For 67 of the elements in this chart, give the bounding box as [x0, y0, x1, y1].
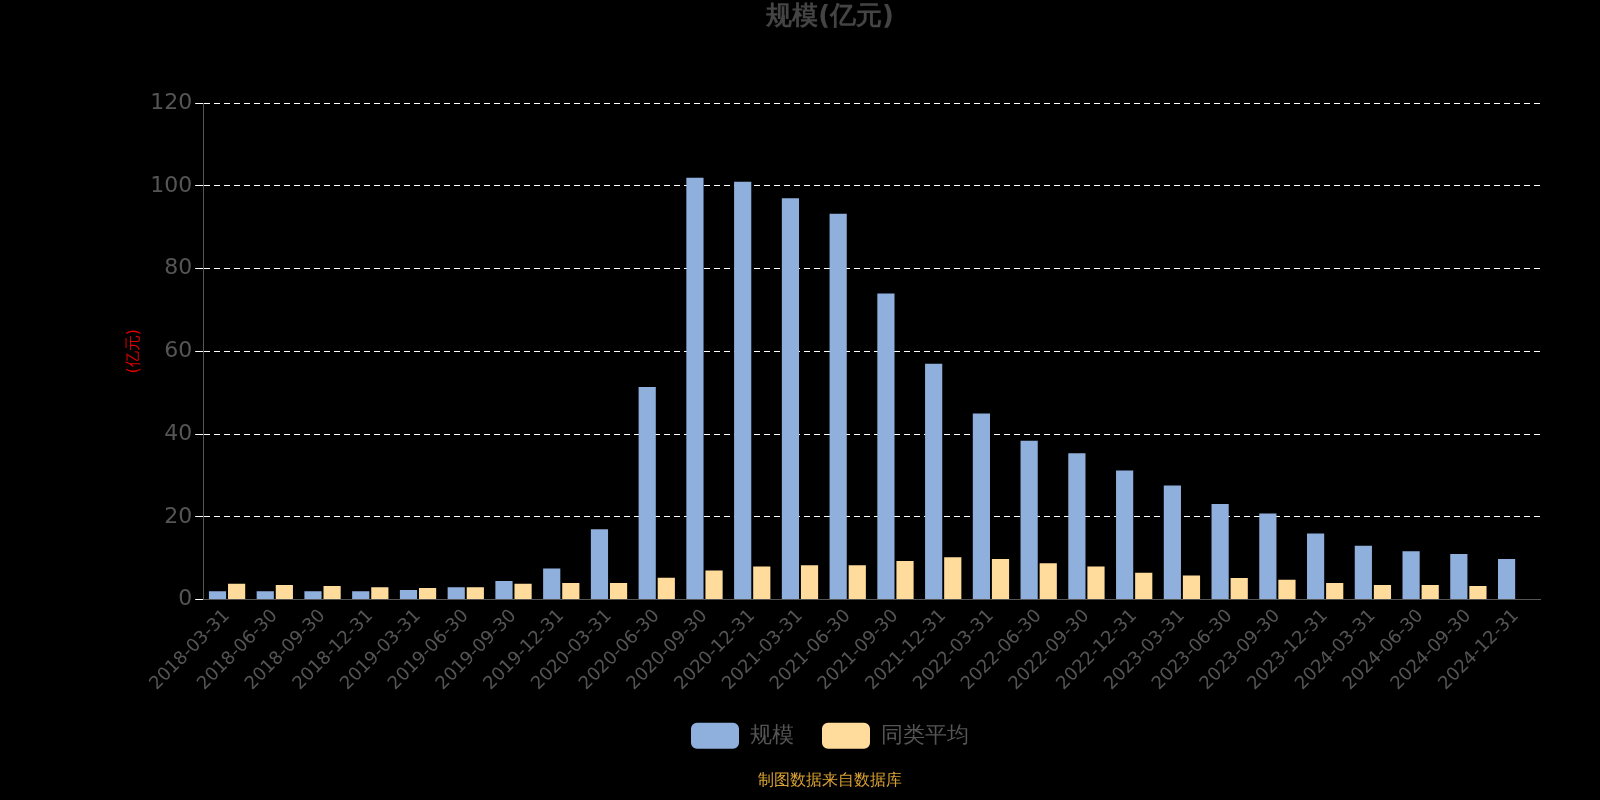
bar	[1421, 585, 1439, 600]
bar	[562, 583, 580, 600]
y-tick-label: 80	[164, 254, 193, 280]
bar	[514, 583, 532, 600]
bar	[686, 177, 704, 600]
bar	[1450, 554, 1468, 600]
chart-title: 规模(亿元)	[765, 0, 894, 31]
text: 制图数据来自数据库	[758, 769, 902, 789]
bar	[991, 559, 1010, 600]
bar	[256, 591, 274, 600]
bar	[657, 577, 675, 600]
bar	[1326, 583, 1344, 600]
bar	[944, 557, 962, 600]
bar	[1068, 453, 1086, 600]
bar	[781, 198, 800, 600]
bar	[1307, 533, 1325, 600]
bar	[304, 591, 322, 600]
y-tick-label: 100	[150, 171, 193, 197]
bar	[848, 565, 866, 600]
bar	[705, 570, 723, 600]
bar	[371, 587, 389, 600]
bar	[543, 568, 561, 600]
bar	[1278, 579, 1296, 600]
bar	[1354, 545, 1372, 600]
bar	[1259, 513, 1277, 600]
bar	[275, 585, 293, 600]
y-tick-label: 60	[164, 337, 193, 363]
bar	[1230, 578, 1248, 600]
bar	[323, 585, 341, 600]
bar	[877, 293, 895, 600]
bar	[447, 587, 465, 600]
bar	[418, 587, 437, 600]
bar	[590, 529, 609, 600]
y-axis-title: (亿元)	[122, 329, 142, 374]
bar	[399, 590, 418, 600]
y-tick-label: 40	[164, 419, 193, 445]
bar	[466, 587, 484, 600]
legend-label: 规模	[750, 721, 794, 747]
bar	[800, 565, 819, 600]
legend-label: 同类平均	[881, 721, 969, 747]
bar	[1182, 575, 1201, 600]
bar	[609, 583, 628, 600]
y-tick-label: 120	[150, 88, 193, 114]
bar	[1135, 572, 1153, 600]
bar	[925, 363, 943, 600]
bar	[1211, 504, 1229, 600]
bar	[1402, 551, 1420, 600]
bar	[972, 413, 990, 600]
bar	[1087, 566, 1105, 600]
y-tick-label: 20	[164, 502, 193, 528]
bar	[734, 181, 752, 600]
bar	[638, 386, 656, 600]
bar	[352, 591, 370, 600]
y-tick-label: 0	[178, 585, 193, 611]
bar	[228, 583, 246, 600]
bar	[1020, 440, 1038, 600]
bar	[208, 591, 227, 600]
bar	[1497, 559, 1516, 600]
bar	[495, 580, 513, 600]
bar	[1116, 470, 1134, 600]
bar	[829, 213, 847, 600]
bar	[1039, 563, 1057, 600]
bar	[1163, 485, 1181, 600]
bar	[753, 566, 771, 600]
bar	[1469, 585, 1487, 600]
bar	[896, 561, 914, 600]
bar	[1373, 585, 1392, 600]
